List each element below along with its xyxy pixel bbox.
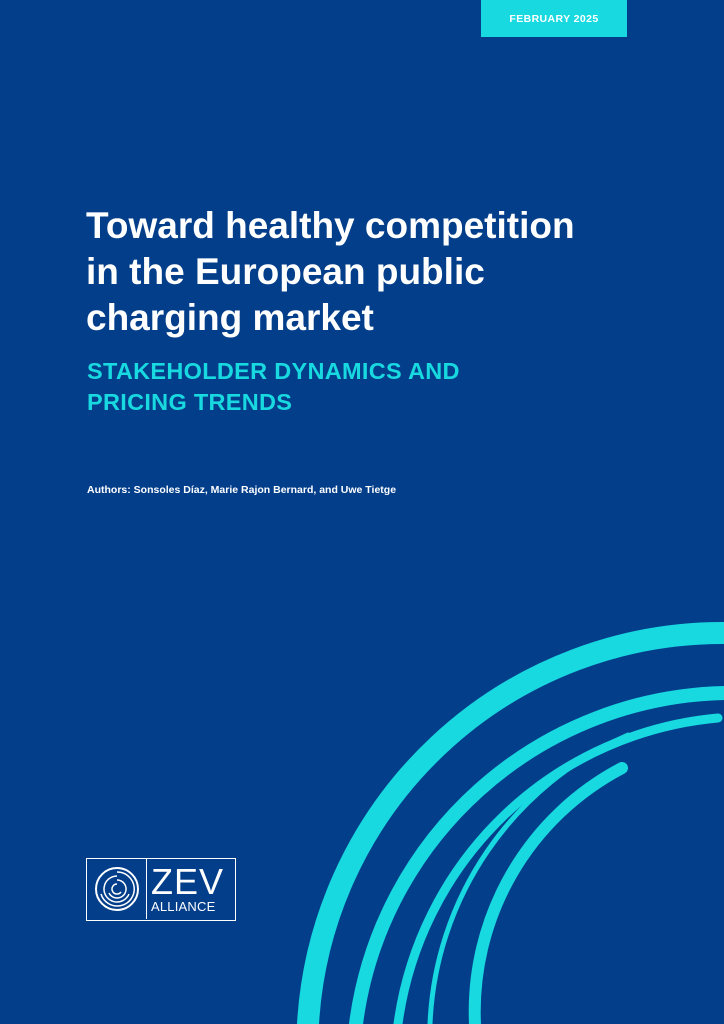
arc-5 bbox=[468, 762, 628, 1024]
arc-4 bbox=[427, 732, 631, 1024]
authors-line: Authors: Sonsoles Díaz, Marie Rajon Bern… bbox=[87, 484, 397, 496]
concentric-circles-icon bbox=[87, 859, 147, 919]
logo-wordmark: ZEV ALLIANCE bbox=[147, 859, 235, 920]
arc-3 bbox=[393, 713, 723, 1024]
logo-zev-text: ZEV bbox=[151, 860, 225, 902]
arc-1 bbox=[297, 621, 724, 1024]
report-subtitle: STAKEHOLDER DYNAMICS AND PRICING TRENDS bbox=[87, 358, 460, 415]
report-title: Toward healthy competition in the Europe… bbox=[86, 205, 575, 338]
zev-alliance-logo: ZEV ALLIANCE bbox=[86, 858, 236, 921]
date-label: FEBRUARY 2025 bbox=[509, 12, 599, 25]
logo-alliance-text: ALLIANCE bbox=[151, 898, 216, 914]
arc-2 bbox=[349, 686, 724, 1024]
date-badge: FEBRUARY 2025 bbox=[481, 0, 627, 37]
